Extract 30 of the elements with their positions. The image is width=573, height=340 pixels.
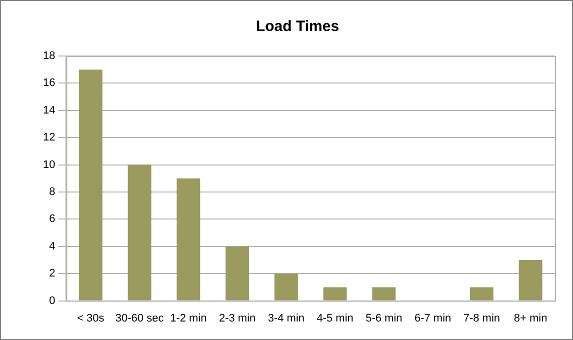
y-tick-label: 16 (42, 77, 56, 90)
x-tick-label: 3-4 min (268, 312, 305, 324)
x-tick-label: 5-6 min (366, 312, 402, 324)
x-tick-label: 7-8 min (463, 312, 500, 324)
bar (176, 178, 200, 300)
x-tick-label: 2-3 min (218, 312, 256, 324)
y-tick-label: 12 (42, 132, 56, 144)
y-tick-label: 8 (49, 186, 56, 198)
y-tick-label: 4 (49, 240, 56, 252)
bar (470, 287, 494, 300)
bar (78, 70, 102, 300)
chart-title: Load Times (256, 18, 340, 36)
bar (128, 164, 152, 300)
x-tick-label: 6-7 min (414, 312, 452, 324)
x-tick-label: < 30s (77, 312, 105, 324)
x-tick-label: 1-2 min (170, 312, 207, 324)
bar (274, 274, 298, 300)
y-tick-label: 10 (42, 158, 56, 171)
x-tick-label: 30-60 sec (115, 312, 164, 324)
y-tick-label: 0 (49, 294, 56, 307)
bar (226, 246, 250, 300)
bar (323, 287, 347, 300)
bar (518, 260, 542, 300)
y-tick-label: 6 (49, 213, 56, 226)
y-tick-label: 2 (49, 268, 56, 280)
bar (372, 287, 396, 300)
y-tick-label: 18 (42, 50, 56, 62)
y-tick-label: 14 (42, 104, 56, 116)
x-tick-label: 4-5 min (316, 312, 354, 324)
x-tick-label: 8+ min (514, 312, 548, 324)
